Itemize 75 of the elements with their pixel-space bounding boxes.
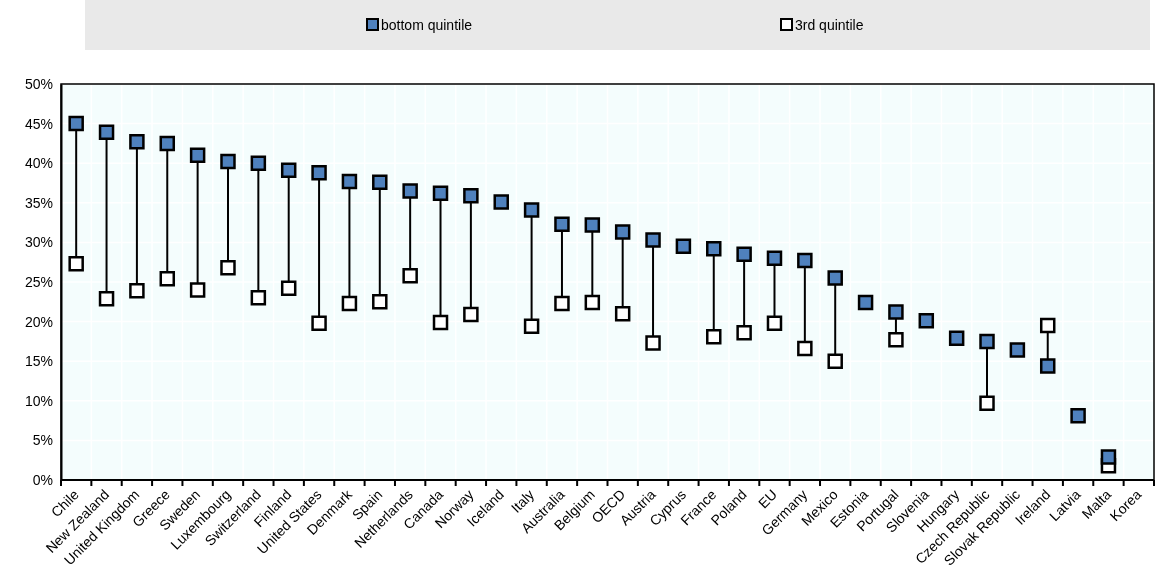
point <box>736 324 752 341</box>
point <box>372 174 388 190</box>
point <box>402 183 418 199</box>
point <box>463 306 479 323</box>
point <box>129 134 145 150</box>
point <box>493 194 509 210</box>
y-tick-label: 50% <box>24 75 53 92</box>
point <box>159 271 176 287</box>
point <box>857 294 874 311</box>
y-tick-label: 40% <box>24 155 53 172</box>
point <box>432 314 449 331</box>
point <box>98 290 115 307</box>
point <box>645 232 661 248</box>
point <box>766 315 783 331</box>
y-tick-label: 5% <box>32 432 53 449</box>
point <box>645 335 661 351</box>
y-tick-label: 35% <box>24 194 53 211</box>
point <box>888 304 904 320</box>
point <box>584 217 601 233</box>
point <box>523 202 540 218</box>
point <box>827 270 843 286</box>
point <box>584 294 601 311</box>
point <box>797 340 813 357</box>
point <box>675 238 692 255</box>
point <box>250 290 267 306</box>
point <box>68 115 84 132</box>
y-tick-label: 15% <box>24 353 53 370</box>
y-tick-label: 10% <box>24 392 53 409</box>
legend-label: bottom quintile <box>381 17 473 33</box>
y-tick-label: 30% <box>24 234 53 251</box>
point <box>189 147 206 164</box>
y-tick-label: 45% <box>24 115 53 132</box>
point <box>402 267 418 284</box>
point <box>341 173 358 190</box>
point <box>554 295 570 312</box>
point <box>706 328 722 345</box>
point <box>189 282 206 298</box>
point <box>979 333 995 350</box>
point <box>220 153 236 170</box>
point <box>706 240 722 257</box>
point <box>918 313 935 329</box>
y-tick-label: 25% <box>24 273 53 290</box>
point <box>1039 358 1056 374</box>
point <box>1009 342 1026 358</box>
point <box>797 252 813 269</box>
point <box>68 256 84 272</box>
point <box>948 330 965 346</box>
point <box>736 246 752 263</box>
point <box>523 318 540 335</box>
point <box>311 164 327 181</box>
point <box>98 124 115 141</box>
point <box>827 353 843 369</box>
point <box>614 305 631 322</box>
legend-label: 3rd quintile <box>795 17 864 33</box>
point <box>220 259 236 276</box>
point <box>372 294 388 310</box>
point <box>463 187 479 204</box>
point <box>614 224 631 240</box>
point <box>280 280 297 297</box>
point <box>979 395 995 411</box>
point <box>1100 449 1117 465</box>
point <box>159 135 176 152</box>
point <box>280 162 297 179</box>
y-tick-label: 20% <box>24 313 53 330</box>
point <box>432 185 449 202</box>
point <box>766 250 783 266</box>
point <box>1070 408 1086 424</box>
point <box>888 332 904 348</box>
point <box>554 216 570 232</box>
y-tick-label: 0% <box>32 471 53 488</box>
point <box>311 315 327 331</box>
point <box>341 295 358 312</box>
point <box>1039 317 1056 334</box>
point <box>129 282 145 299</box>
point <box>250 155 267 171</box>
